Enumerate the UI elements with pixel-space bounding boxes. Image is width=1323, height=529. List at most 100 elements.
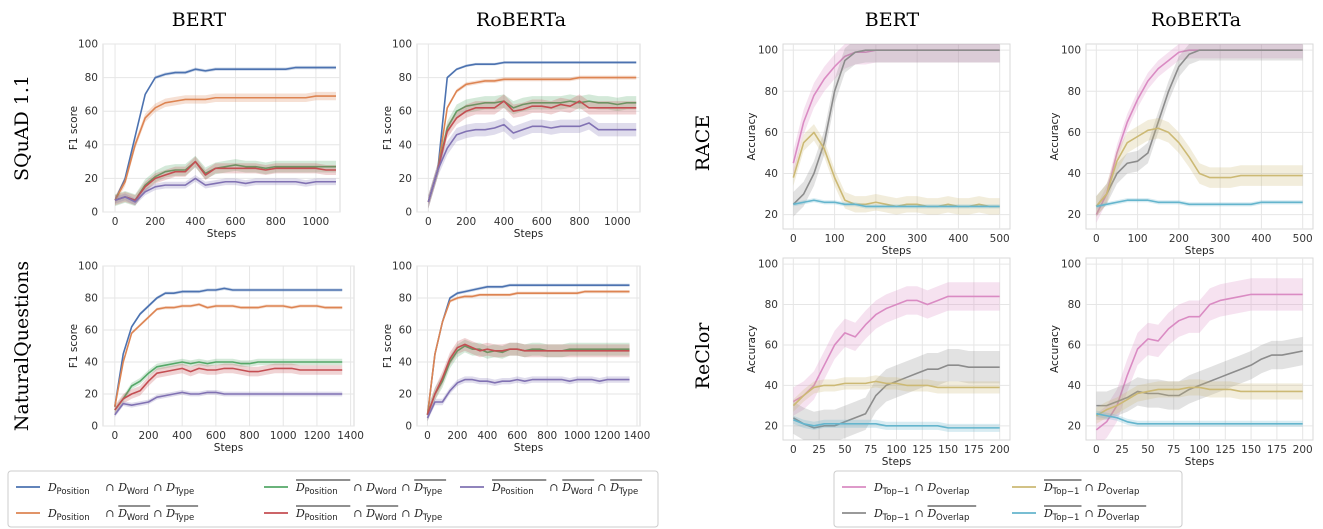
svg-text:D: D (927, 481, 937, 494)
legend-left: D Position ∩ D Word ∩ D Type D Position ∩ D Word ∩ D Ty… (7, 470, 659, 528)
x-tick-label: 200 (138, 430, 158, 442)
y-tick-label: 60 (1068, 339, 1081, 351)
series-line-2 (1095, 127, 1303, 207)
x-tick-label: 1200 (304, 430, 331, 442)
y-tick-label: 60 (85, 106, 98, 118)
svg-text:Overlap: Overlap (1106, 487, 1139, 497)
x-tick-label: 600 (206, 430, 226, 442)
row-label-race: RACE (692, 115, 714, 171)
svg-text:Top−1: Top−1 (1052, 513, 1080, 523)
legend-entry: D Position ∩ D Word ∩ D Type (16, 481, 194, 497)
series-band-4 (428, 116, 637, 209)
y-tick-label: 40 (85, 139, 98, 151)
x-tick-label: 200 (456, 216, 476, 228)
y-tick-label: 80 (85, 293, 98, 305)
col-title-right-roberta: RoBERTa (1151, 9, 1241, 31)
svg-text:Top−1: Top−1 (882, 513, 910, 523)
y-tick-label: 0 (405, 207, 412, 219)
x-tick-label: 1400 (624, 430, 651, 442)
x-tick-label: 800 (537, 430, 557, 442)
y-axis-label: F1 score (382, 324, 394, 368)
legend-entry: D Position ∩ D Word ∩ D Type (264, 479, 447, 497)
x-tick-label: 400 (948, 233, 968, 245)
series-line-0 (792, 295, 1000, 403)
x-tick-label: 25 (812, 444, 825, 456)
x-tick-label: 200 (145, 216, 165, 228)
legend-label: D Position ∩ D Word ∩ D Type (47, 481, 194, 497)
y-tick-label: 20 (765, 209, 778, 221)
y-tick-label: 20 (765, 420, 778, 432)
y-tick-label: 20 (399, 389, 412, 401)
x-tick-label: 125 (1215, 444, 1235, 456)
x-tick-label: 1400 (337, 430, 364, 442)
y-axis-label: F1 score (68, 324, 80, 368)
legend-entry: D Position ∩ D Word ∩ D Type (460, 479, 643, 497)
svg-text:Position: Position (501, 487, 534, 497)
legend-label: D Position ∩ D Word ∩ D Type (295, 505, 442, 523)
y-tick-label: 80 (1068, 86, 1081, 98)
series-line-0 (1095, 293, 1303, 431)
series-group (1095, 278, 1303, 440)
svg-text:D: D (873, 481, 883, 494)
y-tick-label: 0 (405, 421, 412, 433)
series-band-2 (1096, 379, 1303, 424)
y-tick-label: 40 (85, 357, 98, 369)
chart-race_bert: 0 100 200 300 400 500 20 40 60 80 100 Steps Accuracy (746, 43, 1011, 257)
x-tick-label: 400 (494, 216, 514, 228)
x-tick-label: 400 (172, 430, 192, 442)
x-tick-label: 400 (477, 430, 497, 442)
chart-race_roberta: 0 100 200 300 400 500 20 40 60 80 100 Steps Accuracy (1049, 43, 1314, 257)
svg-text:∩: ∩ (915, 481, 924, 494)
x-tick-label: 400 (185, 216, 205, 228)
legend-label: D Top−1 ∩ D Overlap (1043, 479, 1139, 497)
x-tick-label: 0 (790, 444, 797, 456)
x-tick-label: 100 (1128, 233, 1148, 245)
legend-label: D Position ∩ D Word ∩ D Type (295, 479, 447, 497)
y-tick-label: 20 (399, 173, 412, 185)
series-band-4 (114, 390, 343, 418)
y-tick-label: 20 (85, 389, 98, 401)
series-line-1 (426, 290, 630, 415)
y-tick-label: 100 (758, 45, 778, 57)
x-tick-label: 25 (1115, 444, 1128, 456)
series-band-2 (114, 358, 343, 414)
x-tick-label: 200 (1169, 233, 1189, 245)
svg-text:Word: Word (375, 487, 397, 497)
row-label-nq: NaturalQuestions (11, 261, 33, 431)
svg-text:Overlap: Overlap (936, 513, 969, 523)
y-tick-label: 100 (1061, 45, 1081, 57)
x-tick-label: 75 (1167, 444, 1180, 456)
series-line-3 (427, 100, 637, 203)
y-tick-label: 100 (1061, 259, 1081, 271)
x-tick-label: 500 (1293, 233, 1313, 245)
x-tick-label: 0 (111, 430, 118, 442)
x-tick-label: 100 (825, 233, 845, 245)
series-line-1 (427, 76, 637, 203)
series-line-4 (114, 391, 343, 416)
svg-text:Position: Position (57, 487, 90, 497)
svg-text:Type: Type (422, 487, 443, 497)
y-tick-label: 40 (399, 357, 412, 369)
series-band-4 (115, 175, 336, 206)
chart-nq_roberta: 0 200 400 600 800 1000 1200 1400 0 20 40 60 80 100 Ste… (382, 261, 650, 455)
col-title-left-roberta: RoBERTa (476, 9, 566, 31)
series-line-2 (114, 361, 343, 411)
svg-text:Position: Position (305, 513, 338, 523)
svg-text:D: D (1043, 507, 1053, 520)
y-tick-label: 40 (765, 168, 778, 180)
y-tick-label: 80 (85, 72, 98, 84)
svg-text:D: D (927, 507, 937, 520)
y-tick-label: 60 (85, 325, 98, 337)
legend-label: D Top−1 ∩ D Overlap (873, 481, 969, 497)
svg-text:∩: ∩ (401, 507, 410, 520)
legend-label: D Position ∩ D Word ∩ D Type (491, 479, 643, 497)
series-band-3 (427, 338, 630, 422)
series-line-1 (792, 49, 1000, 205)
y-tick-label: 0 (91, 421, 98, 433)
x-axis-label: Steps (214, 442, 243, 454)
x-tick-label: 50 (1141, 444, 1154, 456)
x-tick-label: 0 (790, 233, 797, 245)
series-group (426, 283, 630, 422)
